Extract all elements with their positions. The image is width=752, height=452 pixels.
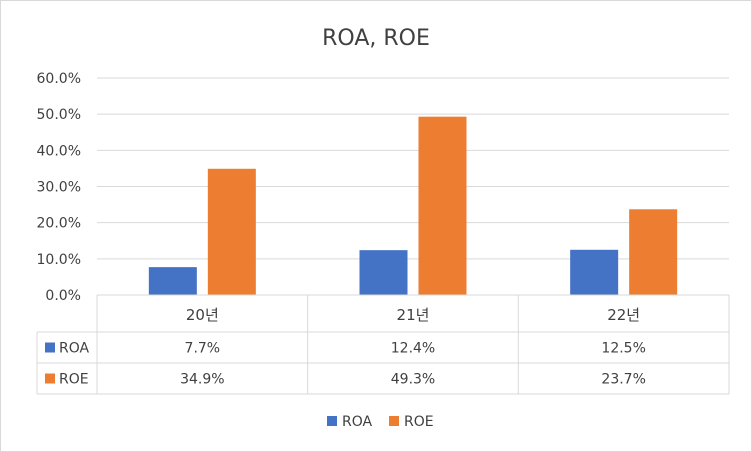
y-tick-label: 30.0% (37, 180, 81, 196)
y-tick-label: 10.0% (37, 252, 81, 268)
y-tick-label: 20.0% (37, 216, 81, 232)
table-value: 23.7% (601, 372, 645, 388)
bar-roa-0 (148, 267, 197, 295)
table-series-label: ROA (59, 341, 90, 357)
category-label: 22년 (607, 306, 640, 324)
legend-label-roa: ROA (342, 414, 373, 430)
legend-key-roa (327, 416, 337, 426)
bar-roe-2 (629, 209, 678, 295)
category-label: 20년 (186, 306, 219, 324)
legend-key-roe (389, 416, 399, 426)
table-legend-key-roa (45, 342, 55, 353)
chart-title: ROA, ROE (322, 26, 430, 51)
bar-roa-2 (570, 249, 619, 295)
table-value: 7.7% (185, 341, 221, 357)
grid-layer: 0.0% 10.0% 20.0% 30.0% 40.0% 50.0% 60.0% (37, 71, 729, 304)
table-series-label: ROE (59, 372, 89, 388)
category-label: 21년 (397, 306, 430, 324)
table-value: 34.9% (180, 372, 224, 388)
table-value: 12.5% (601, 341, 645, 357)
data-table: 20년 21년 22년 ROA 7.7% 12.4% 12.5% ROE 34.9% 49.3% 2… (36, 294, 730, 395)
y-tick-label: 60.0% (37, 71, 81, 87)
y-tick-label: 40.0% (37, 143, 81, 159)
table-value: 49.3% (391, 372, 435, 388)
y-tick-label: 0.0% (45, 288, 81, 304)
legend-label-roe: ROE (404, 414, 434, 430)
table-value: 12.4% (391, 341, 435, 357)
table-legend-key-roe (45, 373, 55, 384)
legend: ROA ROE (327, 414, 434, 430)
bar-layer (148, 116, 678, 295)
bar-roa-1 (359, 250, 408, 295)
bar-roe-0 (207, 168, 256, 295)
bar-roe-1 (418, 116, 467, 295)
y-tick-label: 50.0% (37, 107, 81, 123)
